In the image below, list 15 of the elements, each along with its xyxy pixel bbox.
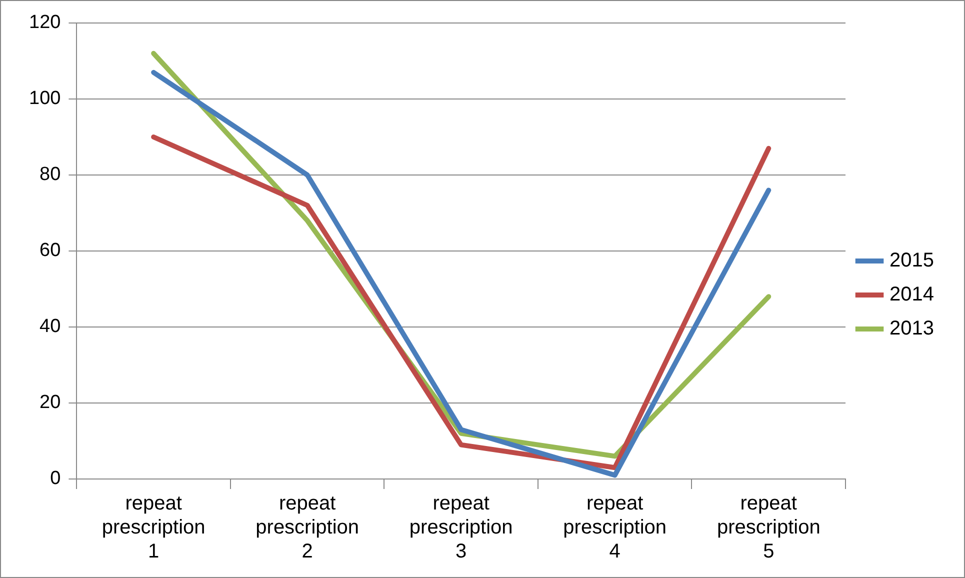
x-tick-label: repeat prescription 3 bbox=[409, 492, 513, 563]
x-tick-label: repeat prescription 5 bbox=[716, 492, 820, 563]
y-tick-label: 40 bbox=[40, 316, 61, 338]
legend-label: 2015 bbox=[890, 250, 934, 272]
legend-label: 2014 bbox=[890, 284, 934, 306]
y-tick-label: 20 bbox=[40, 392, 61, 414]
y-tick-label: 60 bbox=[40, 240, 61, 262]
y-tick-label: 0 bbox=[50, 468, 61, 490]
x-tick-label: repeat prescription 2 bbox=[256, 492, 360, 563]
y-tick-label: 100 bbox=[29, 88, 61, 110]
y-tick-label: 80 bbox=[40, 164, 61, 186]
x-tick-label: repeat prescription 1 bbox=[102, 492, 206, 563]
x-tick-label: repeat prescription 4 bbox=[563, 492, 667, 563]
y-tick-label: 120 bbox=[29, 12, 61, 34]
legend-label: 2013 bbox=[890, 318, 934, 340]
